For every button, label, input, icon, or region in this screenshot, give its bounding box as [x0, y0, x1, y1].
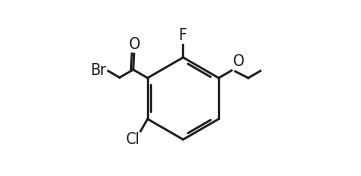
Text: Cl: Cl — [125, 133, 140, 147]
Text: Br: Br — [91, 63, 107, 78]
Text: F: F — [179, 28, 187, 43]
Text: O: O — [128, 37, 140, 52]
Text: O: O — [232, 54, 244, 69]
